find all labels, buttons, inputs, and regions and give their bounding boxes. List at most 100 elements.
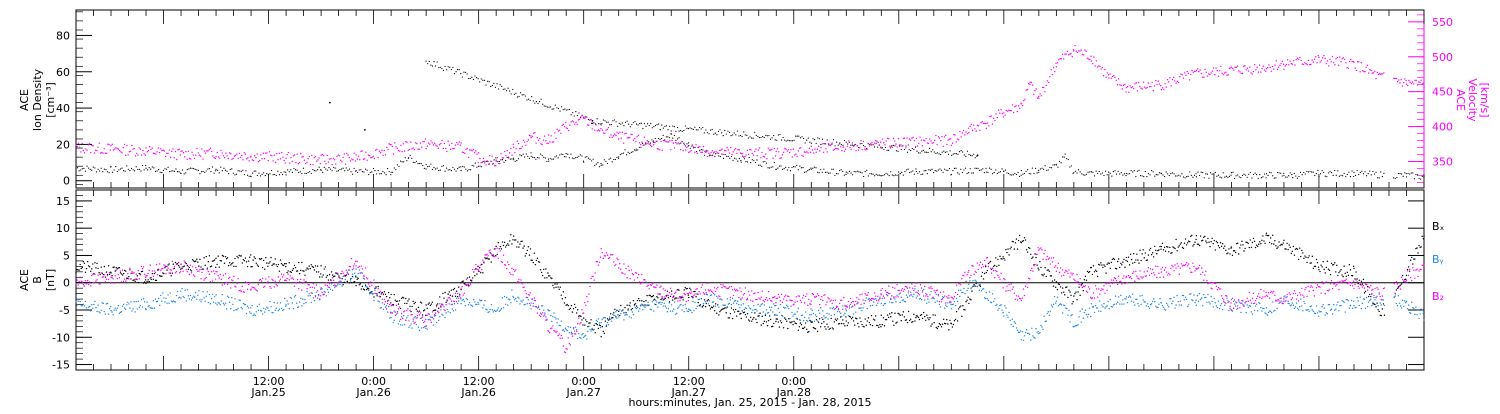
density-point — [907, 169, 908, 170]
velocity-point — [624, 133, 625, 134]
b-bx-point — [995, 257, 996, 258]
b-bx-point — [352, 276, 353, 277]
b-by-point — [442, 315, 443, 316]
velocity-point — [600, 124, 601, 125]
velocity-point — [862, 149, 863, 150]
density-point — [816, 143, 817, 144]
density-point — [575, 157, 576, 158]
b-by-point — [971, 287, 972, 288]
b-bx-point — [161, 276, 162, 277]
density-point — [742, 136, 743, 137]
b-by-point — [805, 311, 806, 312]
velocity-point — [469, 149, 470, 150]
density-point — [1156, 174, 1157, 175]
b-by-point — [152, 308, 153, 309]
b-bx-point — [453, 289, 454, 290]
b-bx-point — [153, 279, 154, 280]
b-bx-point — [356, 279, 357, 280]
b-by-point — [177, 291, 178, 292]
b-by-point — [979, 290, 980, 291]
b-bx-point — [706, 303, 707, 304]
b-bx-point — [697, 302, 698, 303]
density-point — [588, 119, 589, 120]
b-by-point — [92, 308, 93, 309]
velocity-point — [86, 149, 87, 150]
b-bx-point — [1242, 244, 1243, 245]
b-by-point — [833, 307, 834, 308]
b-by-point — [444, 317, 445, 318]
b-by-point — [411, 327, 412, 328]
b-bx-point — [1326, 267, 1327, 268]
density-point — [971, 172, 972, 173]
b-by-point — [379, 301, 380, 302]
b-by-point — [765, 313, 766, 314]
velocity-point — [271, 155, 272, 156]
b-by-point — [280, 302, 281, 303]
velocity-point — [899, 146, 900, 147]
b-by-point — [903, 299, 904, 300]
velocity-point — [583, 117, 584, 118]
b-bx-point — [507, 243, 508, 244]
density-point — [1016, 174, 1017, 175]
density-point — [642, 128, 643, 129]
density-point — [139, 169, 140, 170]
b-by-point — [551, 321, 552, 322]
density-point — [551, 159, 552, 160]
velocity-point — [596, 130, 597, 131]
b-bx-point — [843, 323, 844, 324]
density-point — [916, 171, 917, 172]
b-bx-point — [1116, 268, 1117, 269]
density-point — [638, 124, 639, 125]
b-bx-point — [204, 265, 205, 266]
b-bx-point — [661, 298, 662, 299]
density-point — [633, 122, 634, 123]
b-bx-point — [85, 272, 86, 273]
velocity-point — [294, 154, 295, 155]
velocity-point — [834, 149, 835, 150]
velocity-point — [419, 149, 420, 150]
velocity-point — [399, 150, 400, 151]
b-bx-point — [216, 264, 217, 265]
velocity-point — [1237, 65, 1238, 66]
velocity-point — [1196, 70, 1197, 71]
velocity-point — [470, 149, 471, 150]
velocity-point — [671, 140, 672, 141]
density-point — [1316, 173, 1317, 174]
density-point — [910, 150, 911, 151]
b-by-point — [599, 322, 600, 323]
b-by-point — [181, 288, 182, 289]
density-point — [1086, 174, 1087, 175]
b-bx-point — [718, 314, 719, 315]
density-point — [1357, 170, 1358, 171]
velocity-point — [766, 158, 767, 159]
density-point — [1046, 170, 1047, 171]
velocity-point — [652, 141, 653, 142]
density-point — [156, 170, 157, 171]
b-bx-point — [452, 295, 453, 296]
b-bx-point — [581, 319, 582, 320]
b-by-point — [477, 302, 478, 303]
b-bx-point — [327, 275, 328, 276]
b-bx-point — [877, 325, 878, 326]
b-by-point — [283, 309, 284, 310]
velocity-point — [475, 150, 476, 151]
velocity-point — [796, 156, 797, 157]
velocity-point — [1324, 58, 1325, 59]
b-bx-point — [1335, 271, 1336, 272]
density-point — [1303, 172, 1304, 173]
density-point — [374, 170, 375, 171]
density-point — [1017, 172, 1018, 173]
velocity-point — [1017, 111, 1018, 112]
velocity-point — [1162, 87, 1163, 88]
b-by-point — [77, 301, 78, 302]
density-point — [1173, 173, 1174, 174]
b-bx-point — [965, 301, 966, 302]
density-point — [147, 169, 148, 170]
b-by-point — [782, 315, 783, 316]
b-bx-point — [563, 291, 564, 292]
b-by-point — [267, 307, 268, 308]
velocity-point — [553, 141, 554, 142]
b-by-point — [241, 307, 242, 308]
density-point — [742, 156, 743, 157]
velocity-point — [303, 156, 304, 157]
